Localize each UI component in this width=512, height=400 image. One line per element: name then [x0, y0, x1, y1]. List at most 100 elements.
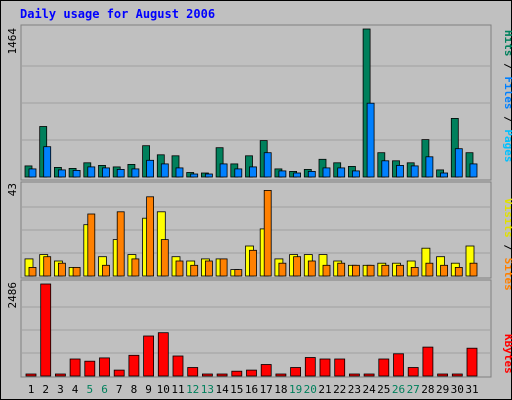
bar-kbytes	[451, 373, 463, 377]
bar-sites	[440, 264, 449, 277]
bar-sites	[322, 264, 331, 277]
bar-files	[322, 167, 331, 178]
bar-kbytes	[393, 353, 404, 377]
bar-kbytes	[348, 373, 360, 377]
svg-text:Visits / Sites: Visits / Sites	[502, 198, 512, 291]
x-tick-label: 10	[157, 383, 170, 396]
kbytes-legend: KBytes	[502, 334, 512, 374]
bar-sites	[160, 239, 169, 277]
bar-files	[146, 159, 155, 178]
bar-hits	[245, 155, 253, 178]
bar-files	[440, 172, 449, 178]
bar-kbytes	[290, 367, 302, 377]
bar-kbytes	[334, 358, 346, 377]
bar-sites	[190, 264, 199, 277]
bar-files	[249, 166, 257, 178]
legend-visits: Visits	[502, 198, 512, 238]
bar-files	[219, 163, 228, 178]
bar-sites	[410, 266, 419, 277]
x-tick-label: 8	[131, 383, 138, 396]
x-tick-label: 7	[116, 383, 123, 396]
bar-hits	[215, 147, 224, 178]
bar-kbytes	[157, 332, 169, 377]
bar-files	[469, 163, 478, 178]
bar-files	[116, 168, 125, 178]
hits-panel-max-label: 1464	[6, 28, 19, 55]
bar-files	[293, 172, 302, 178]
x-tick-label: 2	[42, 383, 49, 396]
bar-files	[43, 146, 52, 178]
x-tick-label: 26	[392, 383, 405, 396]
bar-files	[278, 170, 287, 178]
x-tick-label: 9	[145, 383, 152, 396]
bar-kbytes	[319, 358, 331, 377]
x-tick-label: 25	[377, 383, 390, 396]
bar-files	[351, 170, 360, 178]
kbytes-panel-max-label: 2486	[6, 282, 19, 309]
bar-sites	[204, 260, 213, 277]
x-tick-label: 15	[230, 383, 243, 396]
legend-files: Files	[502, 76, 512, 109]
bar-files	[160, 163, 169, 178]
bar-sites	[293, 256, 302, 277]
x-tick-label: 22	[333, 383, 346, 396]
x-tick-label: 1	[28, 383, 35, 396]
x-tick-label: 24	[362, 383, 376, 396]
bar-kbytes	[231, 370, 243, 377]
bar-kbytes	[422, 346, 434, 377]
bar-kbytes	[84, 360, 96, 377]
bar-sites	[102, 264, 110, 277]
bar-files	[234, 168, 243, 178]
bar-files	[337, 167, 346, 178]
hits-legend: Hits / Files / Pages	[502, 30, 512, 163]
bar-sites	[396, 264, 404, 277]
bar-kbytes	[40, 283, 52, 377]
bar-sites	[307, 260, 316, 277]
bar-files	[307, 170, 316, 178]
bar-kbytes	[246, 369, 257, 377]
x-tick-label: 16	[245, 383, 258, 396]
bar-sites	[454, 266, 463, 277]
bar-kbytes	[466, 347, 478, 377]
bar-sites	[72, 266, 81, 277]
legend-pages: Pages	[502, 129, 512, 162]
x-tick-label: 20	[304, 383, 317, 396]
bar-files	[87, 166, 96, 178]
bar-kbytes	[201, 373, 213, 377]
panel-frames	[20, 24, 492, 378]
bar-files	[410, 165, 419, 178]
x-tick-label: 17	[260, 383, 273, 396]
svg-text:Hits / Files / Pages: Hits / Files / Pages	[502, 30, 512, 163]
bar-sites	[234, 269, 243, 277]
bar-sites	[131, 258, 140, 277]
bar-files	[366, 102, 375, 178]
bar-sites	[116, 211, 125, 277]
bar-hits	[450, 118, 459, 178]
bars	[24, 28, 478, 377]
bar-sites	[219, 258, 228, 277]
bar-sites	[425, 262, 434, 277]
bar-sites	[58, 262, 66, 277]
bar-files	[175, 167, 184, 178]
bar-files	[381, 160, 390, 178]
bar-sites	[146, 196, 155, 277]
bar-files	[190, 173, 199, 178]
bar-kbytes	[128, 354, 140, 377]
x-tick-label: 31	[465, 383, 478, 396]
bar-kbytes	[260, 364, 272, 377]
x-tick-label: 18	[274, 383, 287, 396]
legend-sites: Sites	[502, 258, 512, 291]
bar-kbytes	[407, 367, 419, 377]
bar-kbytes	[187, 367, 199, 377]
x-axis-labels: 1 2 3 4 5 6 7 8 9 10 11 12 13 14 15 16 17 18 19 20 21 22 23 24 2…	[28, 383, 479, 396]
bar-sites	[278, 262, 287, 277]
bar-kbytes	[378, 358, 390, 377]
bar-files	[72, 169, 81, 178]
bar-kbytes	[275, 373, 287, 377]
bar-kbytes	[143, 335, 155, 377]
x-tick-label: 3	[57, 383, 64, 396]
bar-kbytes	[437, 373, 449, 377]
bar-files	[204, 173, 213, 178]
bar-files	[425, 156, 434, 178]
